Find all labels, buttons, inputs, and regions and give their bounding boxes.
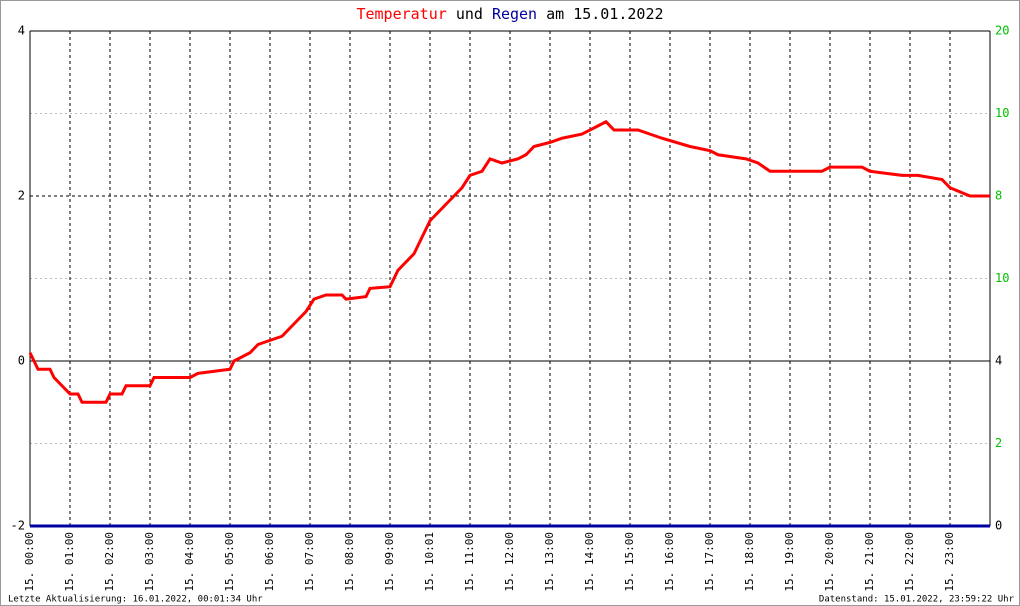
x-tick-label: 15. 04:00 (183, 532, 196, 592)
y-tick-label: 4 (18, 24, 25, 38)
x-tick-label: 15. 18:00 (743, 532, 756, 592)
x-tick-label: 15. 11:00 (463, 532, 476, 592)
y2-tick-label: 20 (995, 24, 1009, 38)
x-tick-label: 15. 07:00 (303, 532, 316, 592)
y2-tick-label: 0 (995, 519, 1002, 533)
x-tick-label: 15. 19:00 (783, 532, 796, 592)
y2-tick-label: 2 (995, 436, 1002, 450)
x-tick-label: 15. 05:00 (223, 532, 236, 592)
x-tick-label: 15. 23:00 (943, 532, 956, 592)
title-temp: Temperatur (356, 5, 446, 23)
x-tick-label: 15. 21:00 (863, 532, 876, 592)
x-tick-label: 15. 14:00 (583, 532, 596, 592)
title-rain: Regen (492, 5, 537, 23)
chart-title: Temperatur und Regen am 15.01.2022 (356, 5, 663, 23)
title-suffix: am 15.01.2022 (546, 5, 663, 23)
x-tick-label: 15. 06:00 (263, 532, 276, 592)
y2-tick-label: 10 (995, 106, 1009, 120)
x-tick-label: 15. 02:00 (103, 532, 116, 592)
x-tick-label: 15. 15:00 (623, 532, 636, 592)
title-connector: und (456, 5, 483, 23)
x-tick-label: 15. 13:00 (543, 532, 556, 592)
x-tick-label: 15. 09:00 (383, 532, 396, 592)
y-tick-label: 2 (18, 189, 25, 203)
series-line (28, 119, 990, 404)
x-tick-label: 15. 16:00 (663, 532, 676, 592)
x-tick-label: 15. 20:00 (823, 532, 836, 592)
footer-left: Letzte Aktualisierung: 16.01.2022, 00:01… (8, 595, 263, 605)
x-tick-label: 15. 08:00 (343, 532, 356, 592)
x-tick-label: 15. 00:00 (23, 532, 36, 592)
y-tick-label: -2 (11, 519, 25, 533)
x-tick-label: 15. 12:00 (503, 532, 516, 592)
footer-right: Datenstand: 15.01.2022, 23:59:22 Uhr (819, 595, 1015, 605)
y2-tick-label: 10 (995, 271, 1009, 285)
y2-tick-label: 8 (995, 189, 1002, 203)
x-tick-label: 15. 10:01 (423, 532, 436, 592)
x-tick-label: 15. 17:00 (703, 532, 716, 592)
x-tick-label: 15. 01:00 (63, 532, 76, 592)
y-tick-label: 0 (18, 354, 25, 368)
x-tick-label: 15. 03:00 (143, 532, 156, 592)
y2-tick-label: 4 (995, 354, 1002, 368)
x-tick-label: 15. 22:00 (903, 532, 916, 592)
